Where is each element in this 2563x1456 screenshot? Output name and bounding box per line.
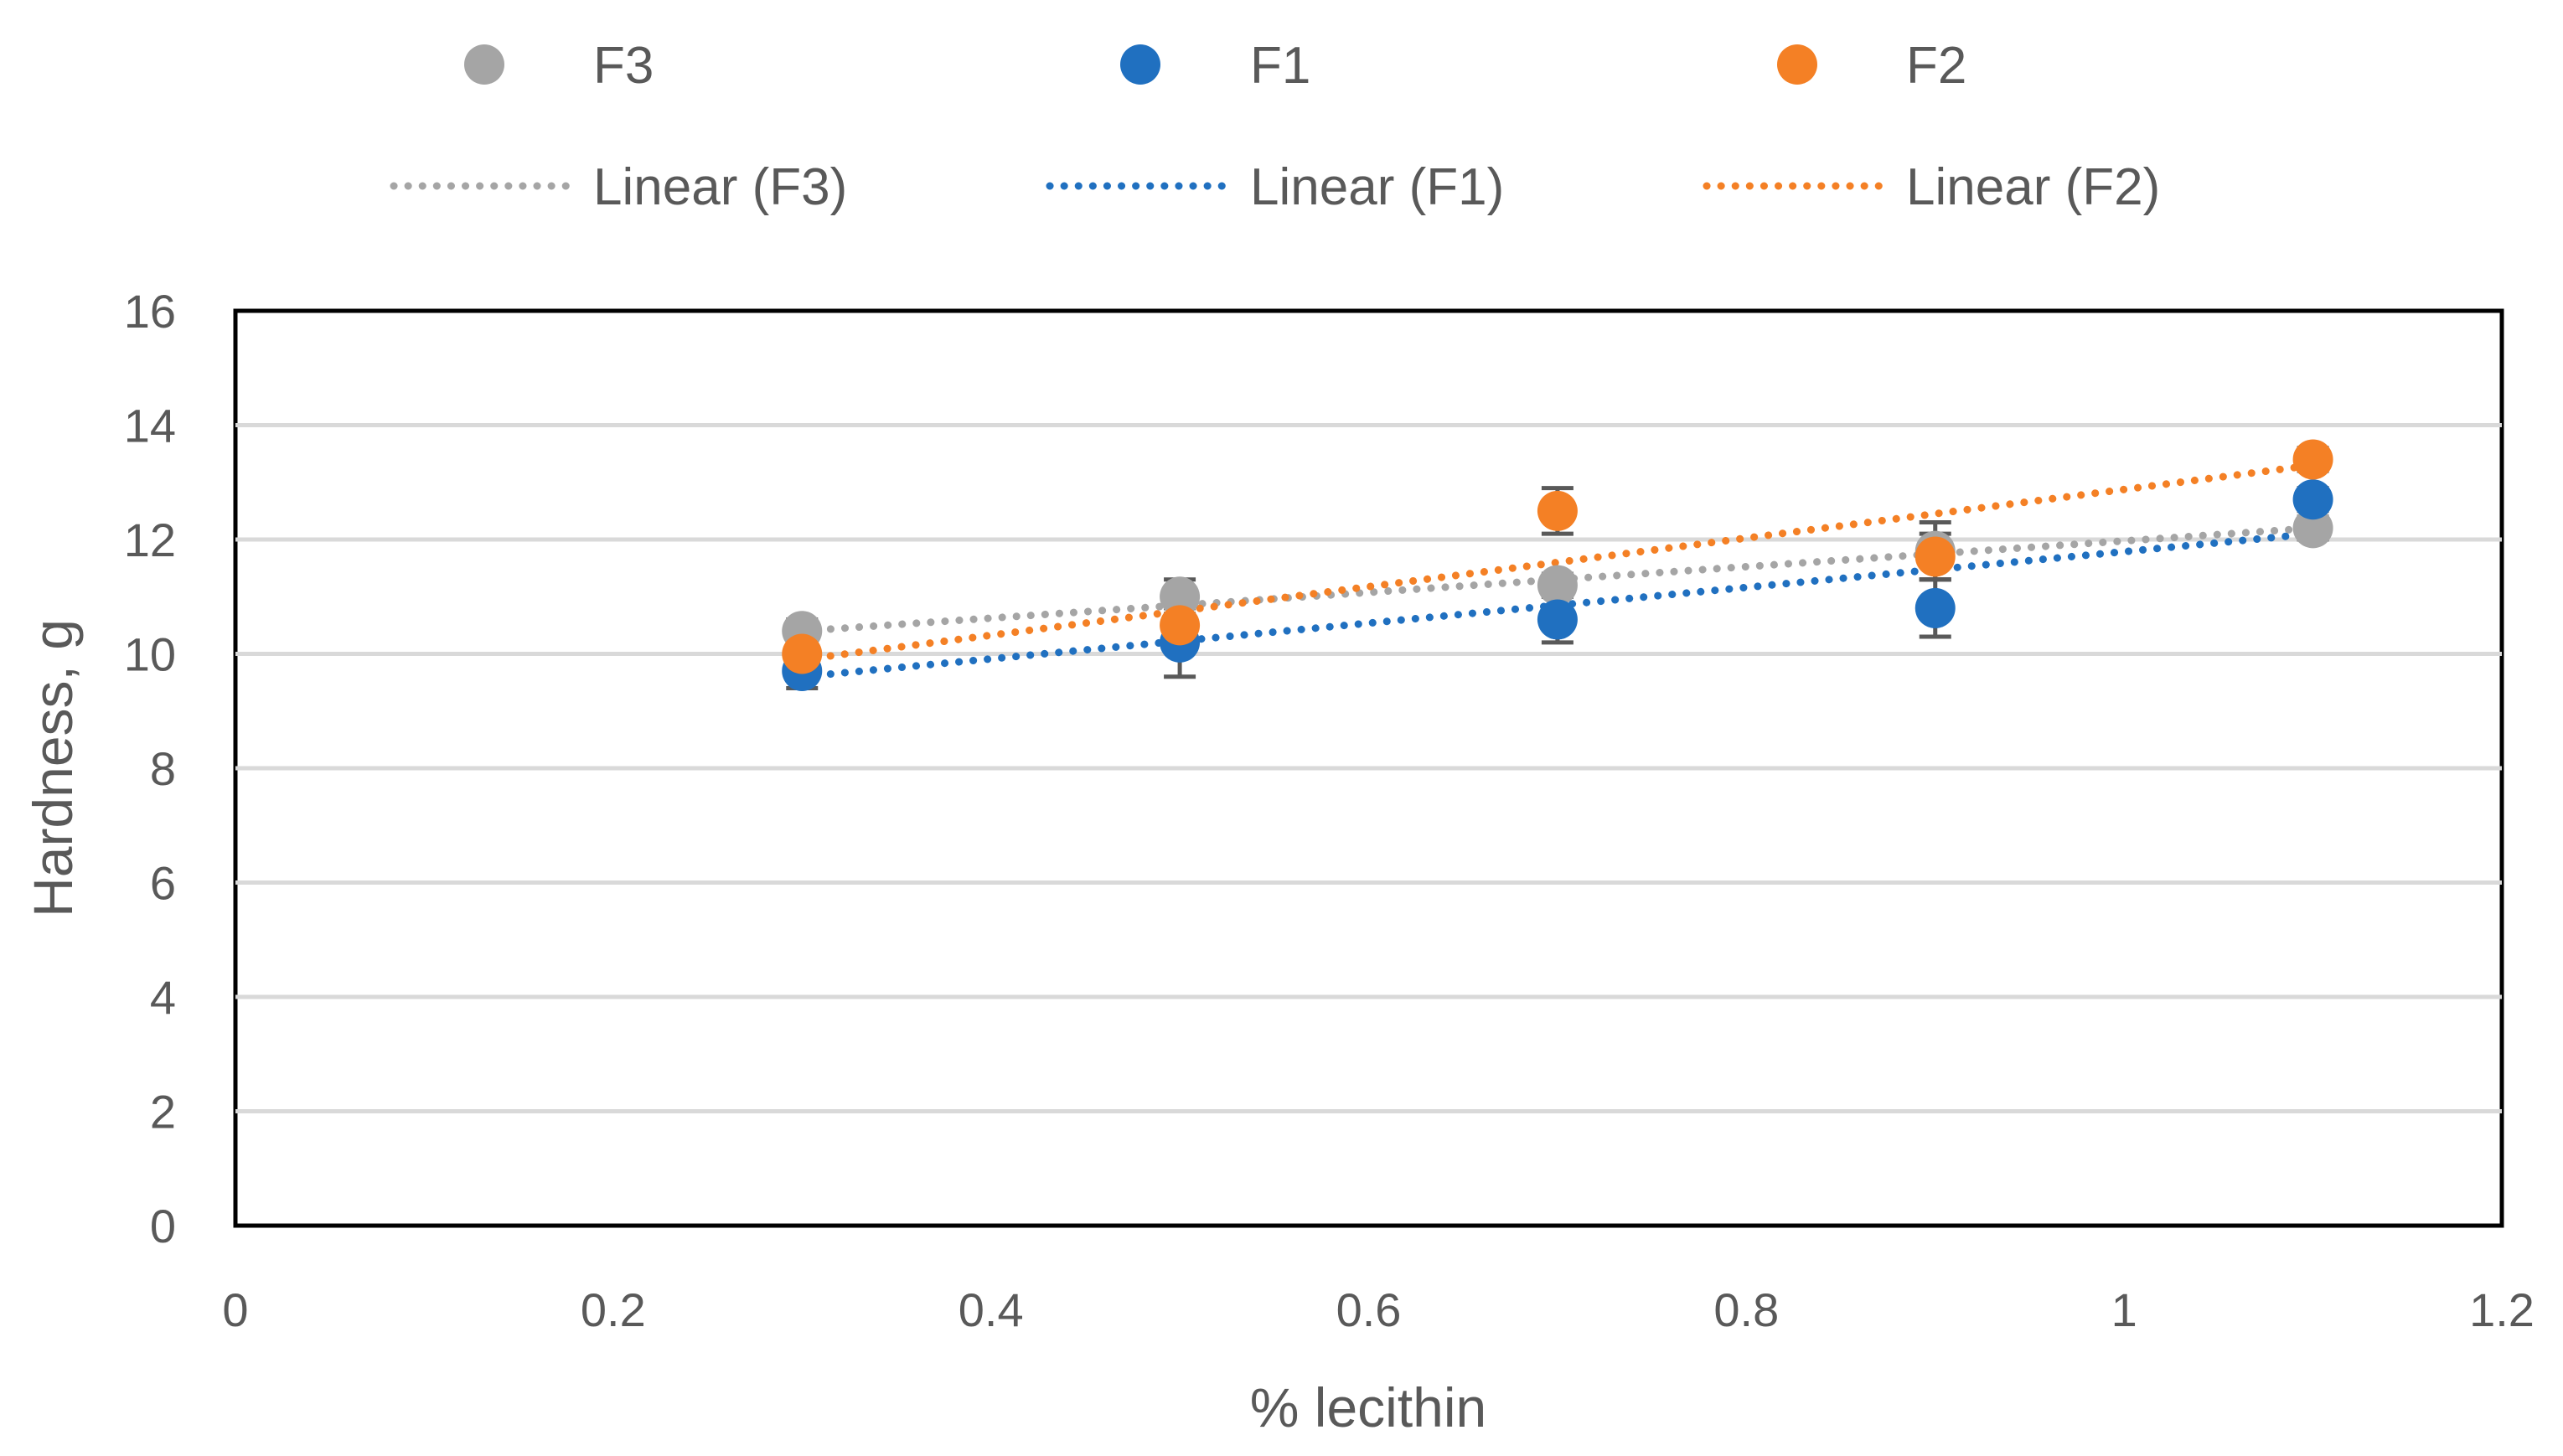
y-tick-label: 4 [150, 971, 176, 1024]
y-tick-label: 2 [150, 1086, 176, 1138]
legend-trend-label-f2: Linear (F2) [1906, 158, 2160, 216]
legend-label-f1: F1 [1250, 37, 1310, 95]
x-tick-labels: 0 0.2 0.4 0.6 0.8 1 1.2 [222, 1283, 2535, 1336]
legend-trend-label-f1: Linear (F1) [1250, 158, 1504, 216]
data-point-f1 [1537, 599, 1578, 640]
gridlines [235, 423, 2502, 1113]
legend-label-f3: F3 [593, 37, 654, 95]
trendline-f2 [798, 461, 2318, 663]
y-tick-label: 12 [124, 514, 176, 566]
y-tick-label: 8 [150, 742, 176, 795]
legend: F3 F1 F2 Linear (F3) Linear (F1) Linear … [390, 37, 2160, 216]
legend-marker-f1 [1120, 44, 1160, 85]
data-point-f1 [1914, 587, 1956, 628]
y-tick-label: 0 [150, 1200, 176, 1252]
y-tick-label: 6 [150, 857, 176, 910]
data-point-f2 [1160, 605, 1201, 646]
legend-marker-f3 [464, 44, 504, 85]
y-tick-label: 14 [124, 400, 176, 452]
data-point-f2 [2292, 439, 2333, 480]
data-point-f2 [1537, 490, 1578, 531]
y-axis-title: Hardness, g [22, 619, 84, 917]
data-point-f1 [2292, 479, 2333, 520]
x-tick-label: 0.4 [959, 1283, 1024, 1336]
x-axis-title: % lecithin [1250, 1376, 1486, 1438]
data-points [782, 439, 2333, 691]
x-tick-label: 0 [222, 1283, 248, 1336]
x-tick-label: 0.8 [1713, 1283, 1779, 1336]
data-point-f3 [2292, 508, 2333, 549]
y-tick-label: 10 [124, 628, 176, 681]
y-tick-labels: 0 2 4 6 8 10 12 14 16 [124, 285, 176, 1252]
legend-trend-label-f3: Linear (F3) [593, 158, 847, 216]
x-tick-label: 1 [2111, 1283, 2137, 1336]
legend-marker-f2 [1777, 44, 1817, 85]
data-point-f2 [1914, 536, 1956, 577]
x-tick-label: 0.6 [1336, 1283, 1402, 1336]
data-point-f3 [1537, 565, 1578, 606]
y-tick-label: 16 [124, 285, 176, 338]
data-point-f3 [1160, 576, 1201, 617]
legend-label-f2: F2 [1906, 37, 1966, 95]
data-point-f2 [782, 633, 823, 674]
x-tick-label: 0.2 [581, 1283, 646, 1336]
x-tick-label: 1.2 [2469, 1283, 2535, 1336]
